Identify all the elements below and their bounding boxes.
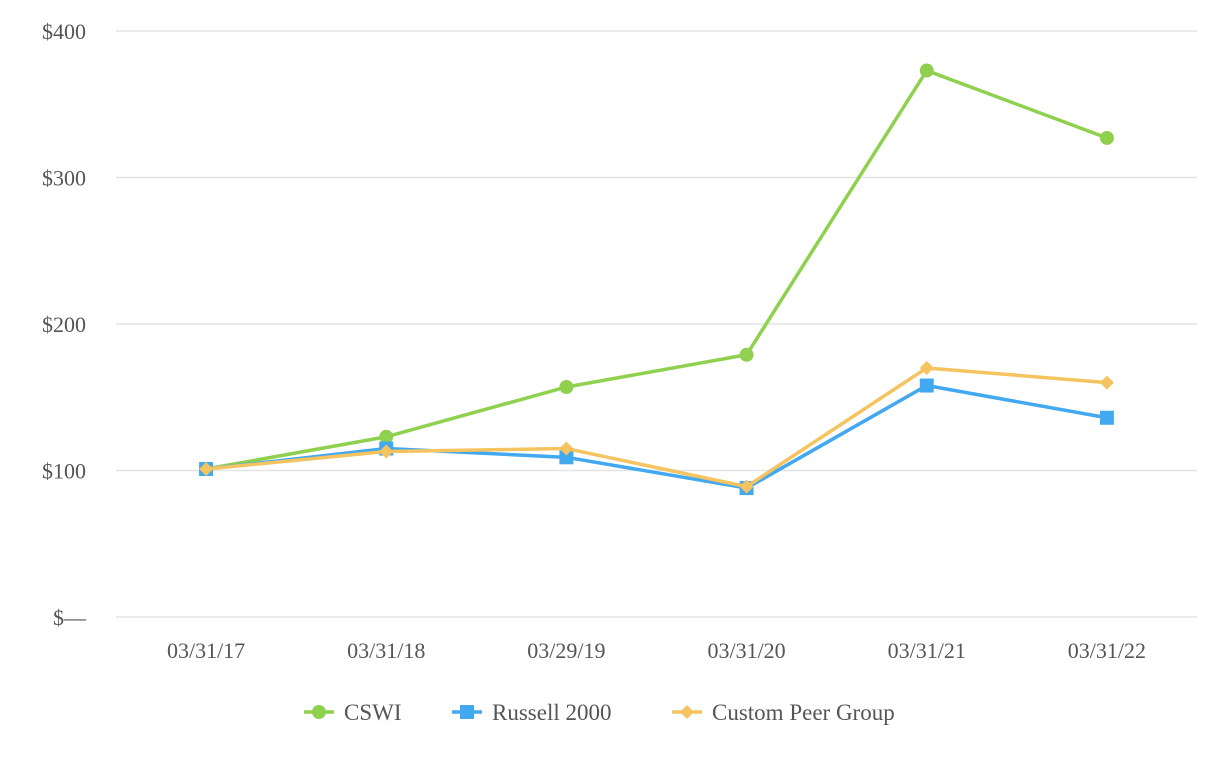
- data-point: [919, 63, 934, 78]
- legend-item: CSWI: [304, 700, 402, 725]
- data-point: [199, 462, 214, 477]
- series-custom-peer-group: [199, 360, 1114, 494]
- data-point: [559, 441, 574, 456]
- series-line: [205, 366, 1108, 489]
- series-russell-2000: [199, 378, 1114, 496]
- series-line: [205, 68, 1108, 471]
- data-point: [379, 429, 394, 444]
- y-tick-label: $100: [42, 459, 86, 484]
- x-tick-label: 03/31/18: [347, 638, 425, 663]
- x-tick-label: 03/31/21: [888, 638, 966, 663]
- legend-label: CSWI: [344, 700, 402, 725]
- data-point: [1099, 375, 1114, 390]
- data-point: [379, 444, 394, 459]
- legend-marker: [680, 705, 694, 719]
- series-line: [205, 383, 1108, 490]
- x-tick-label: 03/31/20: [707, 638, 785, 663]
- y-tick-label: $—: [53, 605, 87, 630]
- data-point: [919, 378, 934, 393]
- y-tick-label: $200: [42, 312, 86, 337]
- y-tick-label: $300: [42, 166, 86, 191]
- legend-item: Custom Peer Group: [672, 700, 895, 725]
- gridlines: [116, 30, 1197, 618]
- y-tick-label: $400: [42, 19, 86, 44]
- legend-label: Custom Peer Group: [712, 700, 895, 725]
- legend-item: Russell 2000: [452, 700, 611, 725]
- x-axis: 03/31/17 03/31/18 03/29/19 03/31/20 03/31/21…: [167, 638, 1146, 663]
- legend-marker: [312, 705, 326, 719]
- x-tick-label: 03/29/19: [527, 638, 605, 663]
- data-point: [1099, 130, 1114, 145]
- data-point: [919, 360, 934, 375]
- y-axis: $— $100 $200 $300 $400: [42, 19, 87, 630]
- legend: CSWI Russell 2000 Custom Peer Group: [304, 700, 895, 725]
- series-cswi: [199, 63, 1114, 477]
- data-point: [559, 379, 574, 394]
- legend-label: Russell 2000: [492, 700, 611, 725]
- series-lines: [199, 63, 1114, 496]
- legend-marker: [460, 705, 474, 719]
- data-point: [739, 347, 754, 362]
- data-point: [739, 479, 754, 494]
- data-point: [1099, 410, 1114, 425]
- x-tick-label: 03/31/17: [167, 638, 245, 663]
- x-tick-label: 03/31/22: [1068, 638, 1146, 663]
- data-point: [559, 450, 574, 465]
